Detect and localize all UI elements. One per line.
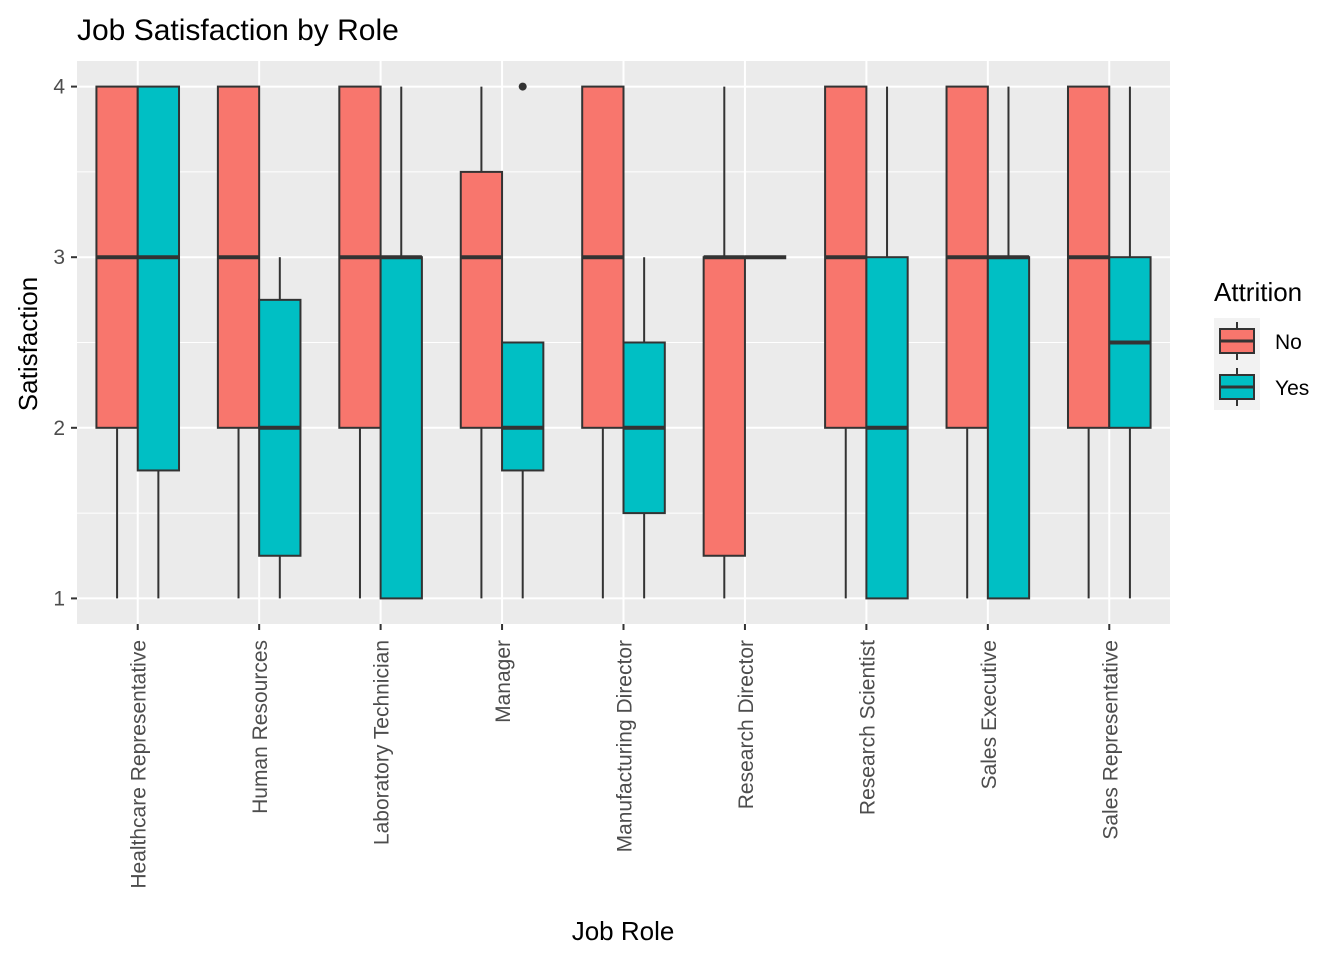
x-tick-label-research-director: Research Director (735, 640, 758, 809)
legend-entries: No Yes (1214, 318, 1309, 410)
box-laboratory-technician-yes (379, 86, 423, 600)
axes: 1 2 3 4 Healthcare Representative Human Resou… (53, 76, 1122, 889)
y-axis-title: Satisfaction (13, 277, 43, 411)
box-sales-executive-no (945, 85, 989, 599)
box-research-scientist-no (824, 85, 868, 599)
legend-entry-yes: Yes (1214, 364, 1309, 410)
y-tick-label: 1 (53, 587, 65, 610)
box-body (136, 85, 181, 472)
chart-title: Job Satisfaction by Role (77, 14, 399, 47)
x-tick-label-manufacturing-director: Manufacturing Director (614, 640, 637, 852)
y-tick-label: 3 (53, 246, 65, 269)
legend: Attrition No Yes (1214, 277, 1309, 410)
x-tick-label-human-resources: Human Resources (249, 640, 272, 814)
box-layer (95, 82, 1152, 600)
box-body (501, 341, 545, 472)
y-tick-label: 4 (53, 76, 65, 99)
box-sales-executive-yes (986, 86, 1031, 600)
x-tick-label-research-scientist: Research Scientist (856, 640, 879, 815)
box-laboratory-technician-no (338, 85, 382, 599)
box-manufacturing-director-no (581, 85, 625, 599)
box-human-resources-no (216, 85, 261, 599)
legend-label-yes: Yes (1275, 377, 1309, 400)
x-tick-label-manager: Manager (492, 640, 515, 723)
x-tick-label-healthcare-representative: Healthcare Representative (128, 640, 151, 889)
box-manufacturing-director-yes (622, 257, 666, 599)
box-body (702, 256, 746, 557)
box-body (379, 256, 423, 600)
box-healthcare-representative-no (95, 85, 139, 599)
box-manager-no (459, 86, 504, 599)
x-tick-label-sales-executive: Sales Executive (978, 640, 1001, 789)
box-body (459, 170, 504, 429)
y-tick-label: 2 (53, 417, 65, 440)
box-human-resources-yes (258, 257, 302, 599)
x-tick-label-sales-representative: Sales Representative (1099, 640, 1122, 840)
box-healthcare-representative-yes (136, 85, 181, 599)
box-manager-yes (501, 82, 545, 599)
outlier-point (518, 82, 527, 91)
legend-label-no: No (1275, 331, 1302, 354)
box-sales-representative-yes (1108, 86, 1152, 599)
x-tick-label-laboratory-technician: Laboratory Technician (371, 640, 394, 845)
x-axis-title: Job Role (572, 916, 675, 946)
box-body (986, 256, 1031, 600)
legend-entry-no: No (1214, 318, 1302, 364)
box-sales-representative-no (1066, 85, 1111, 599)
legend-title: Attrition (1214, 277, 1302, 307)
box-research-director-no (702, 86, 746, 599)
box-research-scientist-yes (865, 86, 909, 600)
